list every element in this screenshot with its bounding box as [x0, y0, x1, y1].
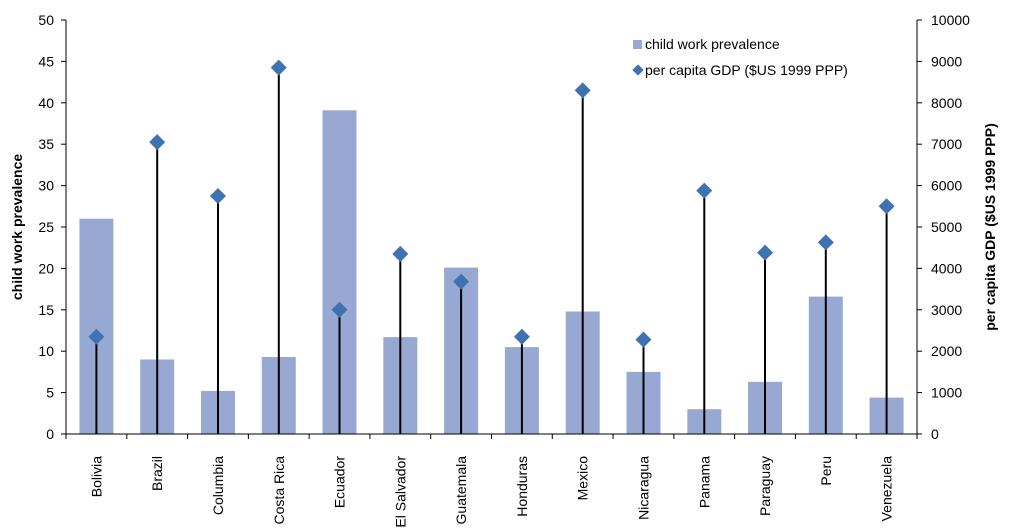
- category-label: Bolivia: [88, 456, 104, 497]
- gdp-point-nicaragua: [635, 331, 652, 348]
- category-labels: Bolivia Brazil Columbia Costa Rica Ecuador El…: [65, 434, 918, 528]
- legend: child work prevalence per capita GDP ($U…: [632, 36, 848, 78]
- left-tick-label: 50: [38, 12, 54, 28]
- right-axis-title: per capita GDP ($US 1999 PPP): [982, 123, 998, 331]
- right-tick-label: 1000: [931, 385, 962, 401]
- right-tick-label: 8000: [931, 95, 962, 111]
- category-label: Honduras: [514, 456, 530, 517]
- right-tick-label: 10000: [931, 12, 970, 28]
- category-label: Peru: [818, 456, 834, 486]
- left-axis-title: child work prevalence: [9, 154, 25, 300]
- legend-bar-label: child work prevalence: [645, 36, 780, 52]
- right-tick-label: 2000: [931, 343, 962, 359]
- legend-diamond-swatch: [632, 64, 644, 76]
- category-label: Brazil: [149, 456, 165, 491]
- category-label: Costa Rica: [271, 456, 287, 525]
- left-tick-label: 10: [38, 343, 54, 359]
- legend-bar-swatch: [633, 40, 642, 49]
- gdp-point-costa-rica: [270, 59, 287, 76]
- left-tick-label: 40: [38, 95, 54, 111]
- left-tick-label: 0: [46, 426, 54, 442]
- left-tick-label: 35: [38, 136, 54, 152]
- left-tick-label: 25: [38, 219, 54, 235]
- gdp-point-el-salvador: [392, 245, 409, 262]
- category-label: Guatemala: [453, 456, 469, 525]
- gdp-point-peru: [817, 234, 834, 251]
- legend-diamond-label: per capita GDP ($US 1999 PPP): [645, 62, 848, 78]
- gdp-point-bolivia: [88, 328, 105, 345]
- gdp-point-mexico: [574, 82, 591, 99]
- plot-area: [79, 59, 904, 435]
- category-label: Venezuela: [879, 456, 895, 522]
- right-tick-label: 6000: [931, 178, 962, 194]
- gdp-point-brazil: [149, 134, 166, 151]
- category-label: Ecuador: [332, 456, 348, 508]
- gdp-point-honduras: [513, 328, 530, 345]
- category-label: El Salvador: [392, 456, 408, 528]
- right-axis-ticks: 0 1000 2000 3000 4000 5000 6000 7000 8000 9000 100…: [917, 12, 970, 442]
- category-label: Mexico: [575, 456, 591, 501]
- gdp-point-panama: [696, 182, 713, 199]
- category-label: Nicaragua: [635, 456, 651, 520]
- left-tick-label: 45: [38, 53, 54, 69]
- category-label: Paraguay: [757, 456, 773, 516]
- gdp-point-ecuador: [331, 301, 348, 318]
- right-tick-label: 3000: [931, 302, 962, 318]
- left-tick-label: 30: [38, 178, 54, 194]
- category-label: Columbia: [210, 456, 226, 515]
- right-tick-label: 0: [931, 426, 939, 442]
- gdp-point-venezuela: [878, 198, 895, 215]
- right-tick-label: 9000: [931, 53, 962, 69]
- gdp-point-columbia: [209, 187, 226, 204]
- category-label: Panama: [696, 456, 712, 508]
- left-axis-ticks: 0 5 10 15 20 25 30 35 40 45 50: [38, 12, 66, 442]
- left-tick-label: 20: [38, 260, 54, 276]
- right-tick-label: 5000: [931, 219, 962, 235]
- right-tick-label: 4000: [931, 260, 962, 276]
- left-tick-label: 5: [46, 385, 54, 401]
- gdp-point-guatemala: [453, 273, 470, 290]
- right-tick-label: 7000: [931, 136, 962, 152]
- left-tick-label: 15: [38, 302, 54, 318]
- gdp-point-paraguay: [757, 244, 774, 261]
